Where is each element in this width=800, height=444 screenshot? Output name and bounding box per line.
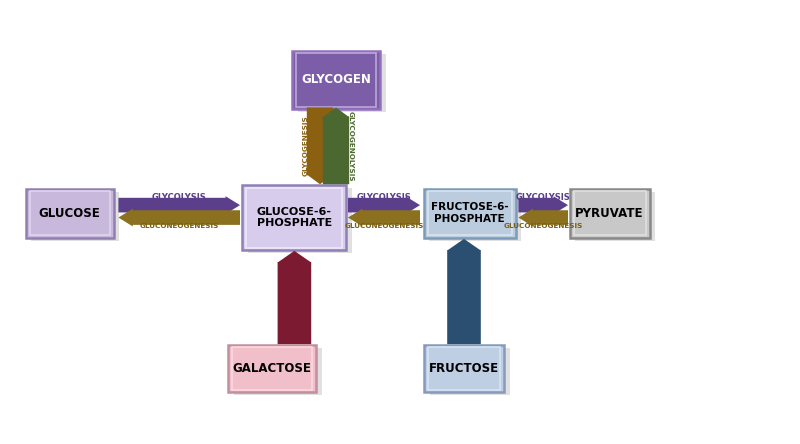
Text: FRUCTOSE-6-
PHOSPHATE: FRUCTOSE-6- PHOSPHATE <box>430 202 509 224</box>
FancyBboxPatch shape <box>570 189 650 238</box>
Text: GLUCOSE-6-
PHOSPHATE: GLUCOSE-6- PHOSPHATE <box>257 207 332 228</box>
Text: FRUCTOSE: FRUCTOSE <box>429 362 499 375</box>
Text: PYRUVATE: PYRUVATE <box>575 206 644 220</box>
Text: GLYCOGENESIS: GLYCOGENESIS <box>302 115 309 176</box>
Text: GLYCOLYSIS: GLYCOLYSIS <box>357 193 411 202</box>
Polygon shape <box>118 196 240 214</box>
Text: GALACTOSE: GALACTOSE <box>233 362 311 375</box>
Text: GLYCOLYSIS: GLYCOLYSIS <box>516 193 570 202</box>
FancyBboxPatch shape <box>234 348 322 395</box>
Polygon shape <box>447 239 481 344</box>
Polygon shape <box>322 107 349 184</box>
Polygon shape <box>278 251 311 344</box>
Text: GLUCOSE: GLUCOSE <box>38 206 101 220</box>
Polygon shape <box>307 107 334 184</box>
FancyBboxPatch shape <box>430 348 510 395</box>
Polygon shape <box>518 209 568 226</box>
Polygon shape <box>348 196 420 214</box>
Text: GLUCONEOGENESIS: GLUCONEOGENESIS <box>139 222 219 229</box>
FancyBboxPatch shape <box>424 345 504 392</box>
Text: GLYCOLYSIS: GLYCOLYSIS <box>152 193 206 202</box>
FancyBboxPatch shape <box>228 345 316 392</box>
Text: GLYCOGENOLYSIS: GLYCOGENOLYSIS <box>347 111 354 181</box>
FancyBboxPatch shape <box>292 51 380 109</box>
FancyBboxPatch shape <box>242 186 346 250</box>
FancyBboxPatch shape <box>26 189 114 238</box>
FancyBboxPatch shape <box>298 54 386 112</box>
FancyBboxPatch shape <box>424 189 516 238</box>
Text: GLYCOGEN: GLYCOGEN <box>301 73 371 87</box>
Text: GLUCONEOGENESIS: GLUCONEOGENESIS <box>344 222 424 229</box>
FancyBboxPatch shape <box>575 192 655 241</box>
Polygon shape <box>518 196 568 214</box>
FancyBboxPatch shape <box>31 192 119 241</box>
FancyBboxPatch shape <box>248 188 352 253</box>
FancyBboxPatch shape <box>429 192 522 241</box>
Polygon shape <box>118 209 240 226</box>
Text: GLUCONEOGENESIS: GLUCONEOGENESIS <box>503 222 583 229</box>
Polygon shape <box>348 209 420 226</box>
